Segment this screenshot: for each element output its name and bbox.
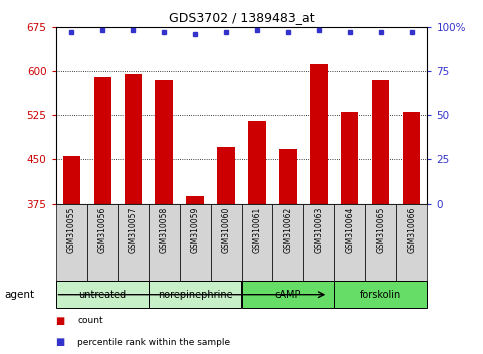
Bar	[86, 204, 117, 281]
Text: GSM310062: GSM310062	[284, 207, 293, 253]
Bar	[180, 204, 211, 281]
Text: GSM310061: GSM310061	[253, 207, 261, 253]
Text: ■: ■	[56, 316, 65, 326]
Bar	[372, 80, 389, 204]
Text: GSM310064: GSM310064	[345, 207, 355, 253]
Bar	[217, 148, 235, 204]
Text: ■: ■	[56, 337, 65, 348]
Bar	[149, 281, 242, 308]
Bar	[397, 204, 427, 281]
Bar	[311, 64, 327, 204]
Text: cAMP: cAMP	[275, 290, 301, 300]
Bar	[248, 121, 266, 204]
Bar	[272, 204, 303, 281]
Text: GSM310058: GSM310058	[159, 207, 169, 253]
Bar	[149, 204, 180, 281]
Text: percentile rank within the sample: percentile rank within the sample	[77, 338, 230, 347]
Bar	[156, 80, 172, 204]
Text: GSM310065: GSM310065	[376, 207, 385, 253]
Bar	[117, 204, 149, 281]
Text: norepinephrine: norepinephrine	[157, 290, 232, 300]
Text: GSM310057: GSM310057	[128, 207, 138, 253]
Bar	[186, 196, 203, 204]
Bar	[341, 112, 358, 204]
Text: GSM310055: GSM310055	[67, 207, 75, 253]
Text: GSM310060: GSM310060	[222, 207, 230, 253]
Text: GSM310063: GSM310063	[314, 207, 324, 253]
Bar	[403, 112, 421, 204]
Bar	[211, 204, 242, 281]
Text: GSM310056: GSM310056	[98, 207, 107, 253]
Bar	[125, 74, 142, 204]
Bar	[334, 281, 427, 308]
Title: GDS3702 / 1389483_at: GDS3702 / 1389483_at	[169, 11, 314, 24]
Bar	[366, 204, 397, 281]
Bar	[334, 204, 366, 281]
Bar	[62, 156, 80, 204]
Bar	[56, 281, 149, 308]
Text: untreated: untreated	[78, 290, 126, 300]
Text: agent: agent	[5, 290, 35, 300]
Bar	[242, 204, 272, 281]
Bar	[280, 149, 297, 204]
Bar	[303, 204, 334, 281]
Text: count: count	[77, 316, 103, 325]
Text: GSM310066: GSM310066	[408, 207, 416, 253]
Bar	[94, 77, 111, 204]
Text: forskolin: forskolin	[360, 290, 401, 300]
Bar	[242, 281, 334, 308]
Bar	[56, 204, 86, 281]
Text: GSM310059: GSM310059	[190, 207, 199, 253]
